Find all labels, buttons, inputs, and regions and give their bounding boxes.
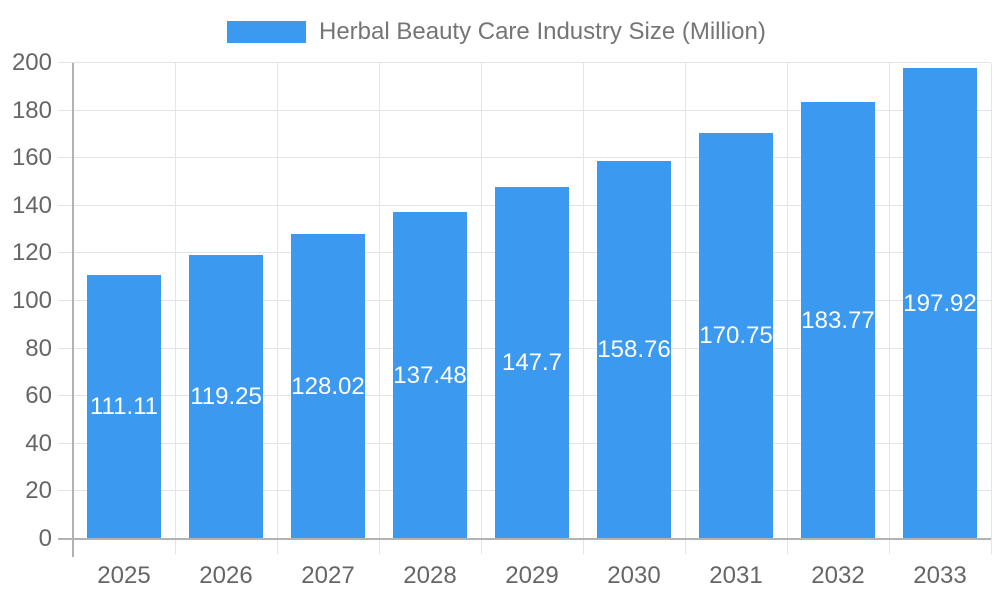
x-axis-category-label: 2025 xyxy=(97,562,151,589)
y-axis-tick-label: 60 xyxy=(25,382,52,409)
y-axis-tick-label: 140 xyxy=(11,192,52,219)
bar: 197.92 xyxy=(903,68,977,539)
x-axis-category-label: 2032 xyxy=(811,562,865,589)
gridline-vertical xyxy=(379,63,380,554)
bar: 147.7 xyxy=(495,187,569,539)
legend-swatch xyxy=(227,21,306,43)
gridline-vertical xyxy=(175,63,176,554)
bar-value-label: 111.11 xyxy=(89,393,159,420)
gridline-horizontal xyxy=(58,62,991,63)
bar: 158.76 xyxy=(597,161,671,539)
y-axis-tick-label: 20 xyxy=(25,477,52,504)
y-axis-tick-label: 40 xyxy=(25,430,52,457)
gridline-horizontal xyxy=(58,157,991,158)
y-axis-tick-label: 100 xyxy=(11,287,52,314)
gridline-vertical xyxy=(583,63,584,554)
y-axis-tick-label: 160 xyxy=(11,144,52,171)
bar: 119.25 xyxy=(189,255,263,539)
x-axis-category-label: 2027 xyxy=(301,562,355,589)
y-axis-tick-label: 120 xyxy=(11,239,52,266)
gridline-horizontal xyxy=(58,110,991,111)
bar-value-label: 119.25 xyxy=(190,383,262,410)
bar-value-label: 147.7 xyxy=(501,349,563,376)
bar-value-label: 158.76 xyxy=(597,336,671,363)
bar-value-label: 170.75 xyxy=(699,322,773,349)
x-axis-category-label: 2029 xyxy=(505,562,559,589)
y-axis-line xyxy=(72,63,74,557)
bar: 183.77 xyxy=(801,102,875,539)
x-axis-category-label: 2026 xyxy=(199,562,253,589)
legend-label: Herbal Beauty Care Industry Size (Millio… xyxy=(319,18,766,45)
bar-value-label: 137.48 xyxy=(393,361,467,389)
gridline-vertical xyxy=(787,63,788,554)
bar: 170.75 xyxy=(699,133,773,539)
y-axis-tick-label: 200 xyxy=(11,49,52,76)
y-axis-tick-label: 80 xyxy=(25,335,52,362)
gridline-vertical xyxy=(277,63,278,554)
x-axis-category-label: 2030 xyxy=(607,562,661,589)
bar: 128.02 xyxy=(291,234,365,539)
x-axis-category-label: 2028 xyxy=(403,562,457,589)
gridline-vertical xyxy=(889,63,890,554)
gridline-vertical xyxy=(481,63,482,554)
bar-value-label: 197.92 xyxy=(903,289,977,317)
bar: 137.48 xyxy=(393,212,467,539)
y-axis-tick-label: 180 xyxy=(11,97,52,124)
bar-value-label: 183.77 xyxy=(801,306,875,334)
gridline-vertical xyxy=(685,63,686,554)
bar-value-label: 128.02 xyxy=(291,372,365,400)
gridline-vertical xyxy=(991,63,992,554)
x-axis-line xyxy=(58,538,991,540)
bar: 111.11 xyxy=(87,275,161,539)
chart-legend: Herbal Beauty Care Industry Size (Millio… xyxy=(227,18,766,45)
y-axis-tick-label: 0 xyxy=(38,525,52,552)
x-axis-category-label: 2031 xyxy=(709,562,763,589)
x-axis-category-label: 2033 xyxy=(913,562,967,589)
